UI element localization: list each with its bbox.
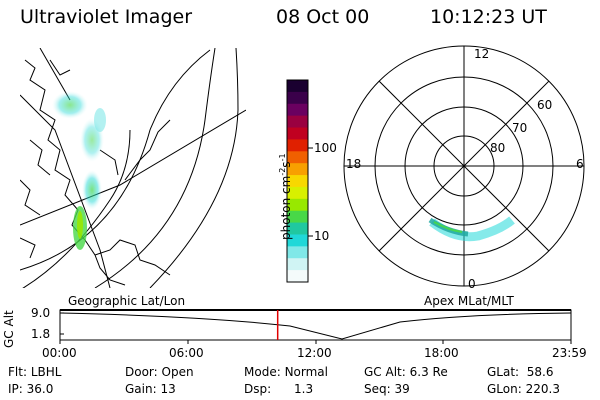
info-gc-alt: GC Alt: 6.3 Re xyxy=(364,365,448,379)
info-mode: Mode: Normal xyxy=(244,365,328,379)
aurora-polar xyxy=(428,216,515,242)
info-glat: GLat: 58.6 xyxy=(487,365,554,379)
info-glon: GLon: 220.3 xyxy=(487,382,560,396)
polar-plot xyxy=(343,45,585,287)
info-door: Door: Open xyxy=(125,365,194,379)
colorbar-segment xyxy=(287,151,308,164)
observation-time: 10:12:23 UT xyxy=(430,6,547,28)
mlt-label-6: 6 xyxy=(576,157,584,171)
colorbar-segment xyxy=(287,234,308,247)
colorbar-frame xyxy=(286,79,309,283)
timeline-ylabel: GC Alt xyxy=(2,310,16,348)
colorbar-segment xyxy=(287,186,308,200)
geo-caption: Geographic Lat/Lon xyxy=(68,294,186,308)
colorbar-segment xyxy=(287,163,308,176)
lat-arc-3 xyxy=(149,48,239,288)
timeline-tick-2359: 23:59 xyxy=(552,346,587,360)
lat-label-80: 80 xyxy=(490,141,506,155)
timeline-tick-1200: 12:00 xyxy=(297,346,332,360)
colorbar-segment xyxy=(287,198,308,212)
colorbar-segment xyxy=(287,127,308,140)
colorbar-segment xyxy=(287,139,308,152)
mlt-label-18: 18 xyxy=(346,157,362,171)
mlt-label-0: 0 xyxy=(468,277,476,291)
colorbar-segment xyxy=(287,210,308,224)
instrument-title: Ultraviolet Imager xyxy=(20,6,193,28)
mlt-label-12: 12 xyxy=(474,47,490,61)
info-seq: Seq: 39 xyxy=(364,382,410,396)
colorbar-segment xyxy=(287,91,308,105)
lon-line-2 xyxy=(20,94,111,288)
lon-line-1 xyxy=(20,109,246,226)
timeline-tick-0000: 00:00 xyxy=(42,346,77,360)
colorbar-segment xyxy=(287,103,308,117)
lat-arc-1 xyxy=(20,49,211,271)
colorbar-segment xyxy=(287,258,308,271)
lat-label-70: 70 xyxy=(512,121,528,135)
observation-date: 08 Oct 00 xyxy=(276,6,370,28)
timeline-tick-1800: 18:00 xyxy=(424,346,459,360)
timeline-ymin: 1.8 xyxy=(31,327,51,341)
altitude-curve xyxy=(59,312,572,340)
timeline-ymax: 9.0 xyxy=(31,306,51,320)
colorbar-segment xyxy=(287,175,308,188)
timeline-tick-0600: 06:00 xyxy=(169,346,204,360)
colorbar xyxy=(287,80,308,283)
colorbar-tick-100: 100 xyxy=(314,141,337,155)
info-ip: IP: 36.0 xyxy=(8,382,54,396)
colorbar-segment xyxy=(287,246,308,259)
info-flt: Flt: LBHL xyxy=(8,365,62,379)
colorbar-tick-10: 10 xyxy=(314,229,330,243)
aurora-geo xyxy=(52,91,106,250)
colorbar-segment xyxy=(287,270,308,283)
lat-label-60: 60 xyxy=(537,98,553,112)
info-gain: Gain: 13 xyxy=(125,382,176,396)
colorbar-segment xyxy=(287,115,308,129)
colorbar-segment xyxy=(287,80,308,93)
colorbar-label: photon cm-2s-1 xyxy=(278,153,293,240)
polar-caption: Apex MLat/MLT xyxy=(424,294,514,308)
mlt-line-diag2 xyxy=(378,80,550,252)
colorbar-segment xyxy=(287,222,308,235)
info-dsp: Dsp: 1.3 xyxy=(244,382,314,396)
